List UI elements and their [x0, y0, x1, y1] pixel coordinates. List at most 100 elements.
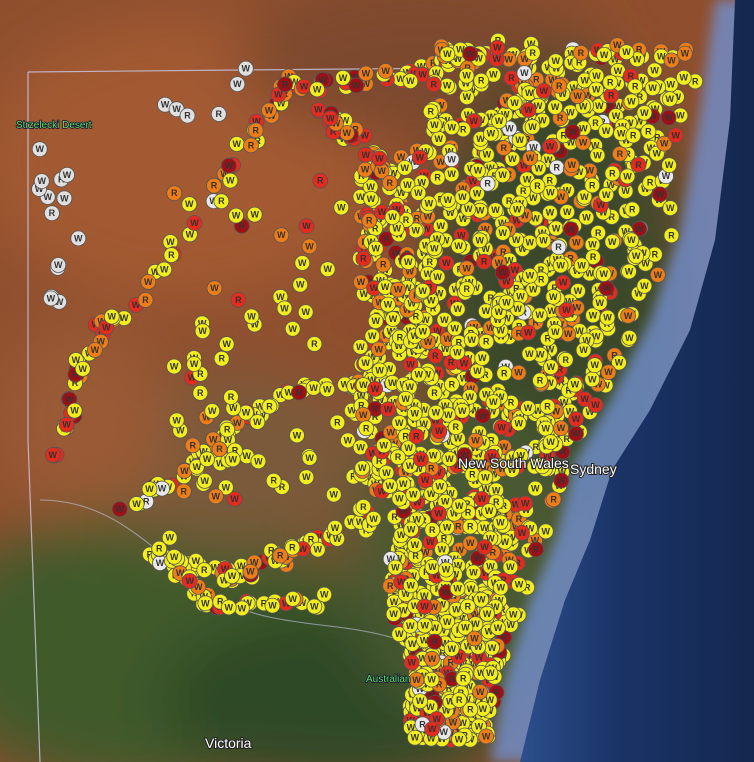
- gauge-marker[interactable]: R: [137, 292, 154, 308]
- gauge-marker[interactable]: W: [568, 234, 585, 251]
- gauge-marker[interactable]: W: [249, 414, 266, 430]
- gauge-marker[interactable]: R: [604, 165, 621, 182]
- gauge-marker[interactable]: W: [297, 304, 314, 321]
- gauge-marker[interactable]: W: [196, 472, 213, 489]
- gauge-marker[interactable]: W: [363, 190, 379, 207]
- gauge-marker[interactable]: W: [620, 307, 636, 324]
- gauge-marker[interactable]: W: [568, 425, 584, 442]
- gauge-marker[interactable]: W: [181, 573, 198, 589]
- gauge-marker[interactable]: R: [219, 421, 236, 438]
- gauge-marker[interactable]: W: [588, 67, 605, 84]
- gauge-marker[interactable]: W: [166, 358, 183, 375]
- gauge-marker[interactable]: W: [156, 261, 173, 278]
- gauge-marker[interactable]: W: [166, 548, 183, 565]
- gauge-marker[interactable]: W: [224, 568, 240, 584]
- gauge-marker[interactable]: R: [151, 540, 168, 557]
- gauge-marker[interactable]: W: [426, 240, 443, 257]
- gauge-marker[interactable]: W: [168, 412, 185, 429]
- gauge-marker[interactable]: R: [584, 177, 601, 194]
- gauge-marker[interactable]: W: [194, 323, 211, 340]
- gauge-marker[interactable]: W: [380, 401, 397, 418]
- gauge-marker[interactable]: W: [70, 230, 87, 247]
- gauge-marker[interactable]: W: [677, 45, 693, 62]
- gauge-marker[interactable]: W: [301, 238, 318, 255]
- gauge-marker[interactable]: W: [527, 480, 544, 497]
- gauge-marker[interactable]: W: [661, 91, 678, 107]
- gauge-marker[interactable]: W: [543, 359, 559, 376]
- gauge-marker[interactable]: W: [555, 274, 571, 291]
- gauge-marker[interactable]: W: [493, 419, 510, 436]
- gauge-marker[interactable]: W: [276, 300, 293, 317]
- gauge-marker[interactable]: W: [584, 371, 601, 388]
- gauge-marker[interactable]: R: [213, 193, 230, 210]
- gauge-marker[interactable]: R: [243, 137, 259, 154]
- gauge-marker[interactable]: R: [196, 562, 213, 578]
- gauge-marker[interactable]: W: [140, 273, 157, 290]
- gauge-marker[interactable]: W: [218, 336, 235, 353]
- gauge-marker[interactable]: R: [548, 159, 565, 176]
- gauge-marker[interactable]: W: [357, 161, 374, 178]
- gauge-marker[interactable]: W: [289, 427, 305, 444]
- gauge-marker[interactable]: W: [542, 204, 558, 221]
- gauge-marker[interactable]: W: [355, 406, 372, 423]
- gauge-marker[interactable]: W: [510, 415, 527, 432]
- gauge-marker[interactable]: W: [439, 46, 456, 63]
- gauge-marker[interactable]: W: [548, 220, 564, 237]
- gauge-marker[interactable]: R: [44, 205, 60, 222]
- gauge-marker[interactable]: W: [59, 166, 75, 183]
- gauge-marker[interactable]: W: [661, 157, 677, 174]
- gauge-marker[interactable]: R: [247, 122, 264, 139]
- gauge-marker[interactable]: W: [450, 238, 467, 254]
- gauge-marker[interactable]: W: [462, 535, 479, 552]
- gauge-marker[interactable]: W: [207, 488, 224, 505]
- gauge-marker[interactable]: R: [447, 419, 464, 436]
- gauge-marker[interactable]: W: [305, 379, 322, 396]
- gauge-marker[interactable]: W: [481, 503, 498, 519]
- gauge-marker[interactable]: W: [186, 215, 203, 231]
- gauge-marker[interactable]: W: [636, 277, 653, 294]
- gauge-marker[interactable]: W: [220, 157, 237, 174]
- gauge-marker[interactable]: W: [74, 360, 91, 377]
- gauge-marker[interactable]: R: [213, 350, 230, 367]
- gauge-marker[interactable]: W: [547, 99, 563, 115]
- gauge-marker[interactable]: W: [348, 77, 365, 94]
- gauge-marker[interactable]: W: [458, 89, 475, 105]
- gauge-marker[interactable]: W: [56, 190, 73, 207]
- gauge-marker[interactable]: W: [128, 496, 145, 512]
- gauge-marker[interactable]: R: [223, 389, 239, 406]
- gauge-marker[interactable]: W: [103, 308, 120, 325]
- gauge-marker[interactable]: W: [377, 63, 394, 79]
- gauge-marker[interactable]: W: [474, 407, 491, 424]
- gauge-marker[interactable]: R: [602, 74, 619, 91]
- gauge-marker[interactable]: W: [31, 141, 48, 158]
- gauge-marker[interactable]: W: [521, 345, 538, 362]
- gauge-marker[interactable]: W: [43, 290, 59, 307]
- gauge-marker[interactable]: R: [211, 441, 228, 458]
- gauge-marker[interactable]: R: [496, 365, 513, 382]
- gauge-marker[interactable]: W: [250, 453, 267, 470]
- gauge-marker[interactable]: W: [44, 446, 61, 463]
- gauge-marker[interactable]: W: [371, 362, 388, 379]
- gauge-marker[interactable]: W: [531, 307, 548, 324]
- gauge-marker[interactable]: W: [66, 402, 83, 419]
- gauge-marker[interactable]: W: [199, 451, 216, 468]
- gauge-marker[interactable]: W: [406, 405, 423, 422]
- gauge-marker[interactable]: W: [33, 173, 50, 190]
- gauge-marker[interactable]: W: [367, 313, 384, 330]
- gauge-marker[interactable]: W: [396, 159, 413, 176]
- gauge-marker[interactable]: W: [559, 204, 576, 220]
- gauge-marker[interactable]: R: [175, 483, 192, 500]
- gauge-marker[interactable]: W: [537, 523, 554, 540]
- gauge-marker[interactable]: W: [402, 73, 419, 89]
- gauge-marker[interactable]: R: [545, 491, 562, 508]
- gauge-marker[interactable]: W: [298, 469, 315, 486]
- gauge-marker[interactable]: R: [426, 384, 443, 401]
- gauge-marker[interactable]: W: [596, 47, 612, 63]
- gauge-marker[interactable]: W: [443, 166, 460, 183]
- gauge-marker[interactable]: W: [380, 296, 396, 313]
- gauge-marker[interactable]: W: [87, 342, 103, 358]
- gauge-marker[interactable]: W: [521, 234, 538, 251]
- gauge-marker[interactable]: W: [406, 729, 423, 746]
- gauge-marker[interactable]: W: [599, 309, 616, 326]
- gauge-marker[interactable]: R: [277, 76, 294, 93]
